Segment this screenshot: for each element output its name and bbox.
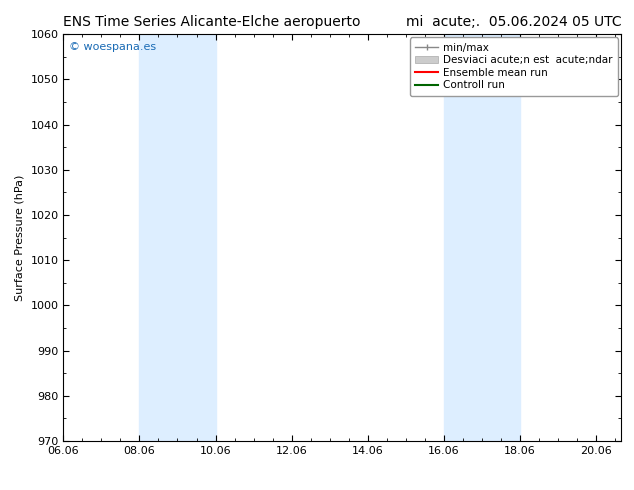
Bar xyxy=(444,34,520,441)
Text: mi  acute;.  05.06.2024 05 UTC: mi acute;. 05.06.2024 05 UTC xyxy=(406,15,621,29)
Y-axis label: Surface Pressure (hPa): Surface Pressure (hPa) xyxy=(15,174,25,301)
Legend: min/max, Desviaci acute;n est  acute;ndar, Ensemble mean run, Controll run: min/max, Desviaci acute;n est acute;ndar… xyxy=(410,37,618,96)
Bar xyxy=(139,34,216,441)
Text: © woespana.es: © woespana.es xyxy=(69,43,156,52)
Text: ENS Time Series Alicante-Elche aeropuerto: ENS Time Series Alicante-Elche aeropuert… xyxy=(63,15,361,29)
